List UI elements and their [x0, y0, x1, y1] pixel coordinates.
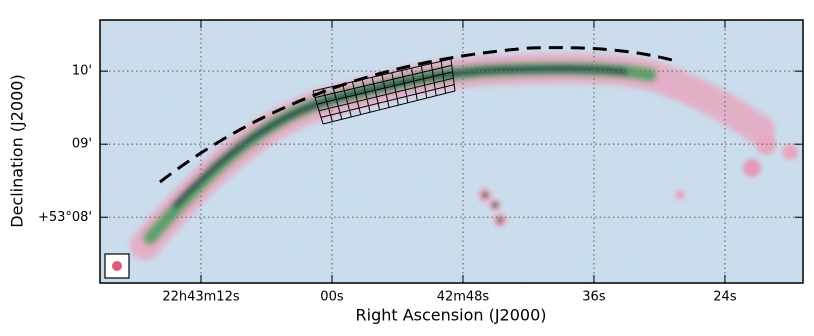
y-tick-label: 09': [72, 137, 92, 152]
region-grid-line: [381, 74, 390, 108]
region-grid-line: [371, 77, 381, 110]
region-grid-line: [411, 68, 418, 101]
region-grid-line: [430, 63, 437, 96]
y-axis-label: Declination (J2000): [8, 74, 27, 227]
region-grid-line: [314, 64, 452, 99]
region-grid-line: [322, 90, 456, 125]
radio-image: [100, 20, 803, 283]
region-grid-line: [351, 81, 362, 115]
region-grid-line: [312, 58, 452, 92]
dashed-arc: [159, 46, 673, 184]
plot-frame: [99, 19, 804, 284]
beam: [112, 261, 122, 271]
region-grid-line: [391, 72, 399, 106]
region-grid-line: [316, 71, 453, 105]
region-grid-line: [312, 90, 324, 125]
region-grid-line: [440, 61, 447, 94]
region-grid-line: [361, 79, 371, 113]
region-grid-line: [320, 84, 455, 118]
region-grid-line: [420, 65, 428, 99]
x-tick-label: 22h43m12s: [162, 290, 240, 305]
region-grid-line: [342, 84, 352, 118]
region-grid-line: [322, 88, 333, 122]
region-grid-line: [332, 86, 343, 120]
region-grid-line: [401, 70, 409, 103]
region-grid: [312, 58, 456, 125]
x-tick-label: 00s: [320, 290, 344, 305]
y-tick-label: +53°08': [38, 210, 92, 225]
x-axis-label: Right Ascension (J2000): [356, 306, 547, 325]
x-tick-label: 42m48s: [437, 290, 490, 305]
region-grid-line: [318, 77, 454, 112]
x-tick-label: 36s: [582, 290, 606, 305]
region-grid-line: [450, 58, 456, 92]
y-tick-label: 10': [72, 64, 92, 79]
x-tick-label: 24s: [713, 290, 737, 305]
